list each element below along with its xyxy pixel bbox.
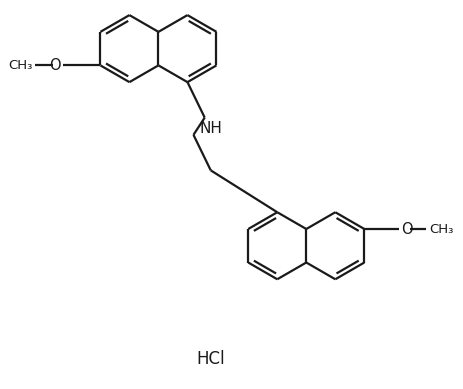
Text: CH₃: CH₃ — [8, 59, 32, 72]
Text: CH₃: CH₃ — [428, 223, 453, 235]
Text: O: O — [400, 221, 412, 237]
Text: O: O — [49, 58, 61, 73]
Text: NH: NH — [199, 121, 222, 137]
Text: HCl: HCl — [196, 350, 225, 368]
